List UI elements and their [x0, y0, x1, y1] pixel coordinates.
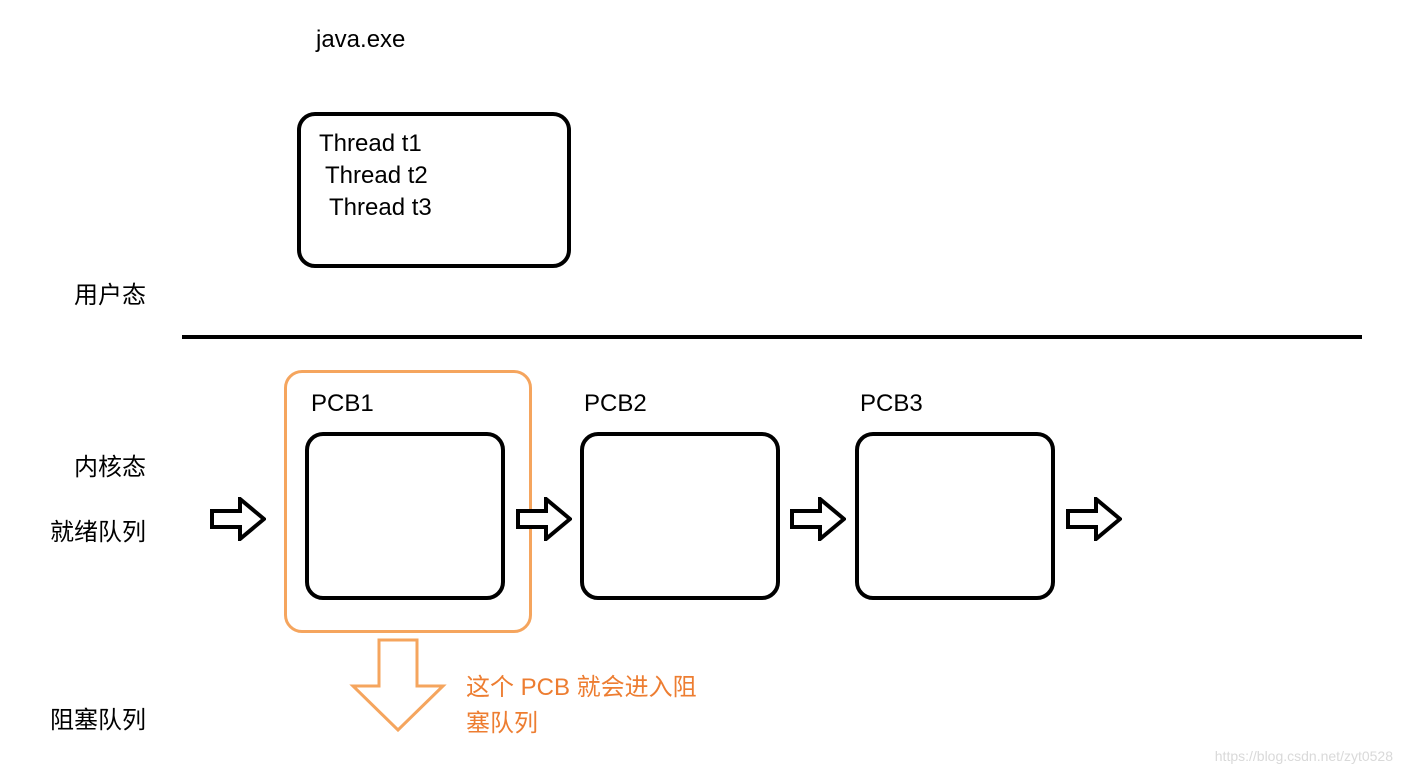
- annotation-text: 这个 PCB 就会进入阻 塞队列: [466, 670, 697, 742]
- title-label: java.exe: [316, 26, 405, 54]
- pcb3-label: PCB3: [860, 390, 923, 418]
- ready-queue-label: 就绪队列: [50, 512, 146, 547]
- pcb2-box: [580, 432, 780, 600]
- watermark: https://blog.csdn.net/zyt0528: [1215, 748, 1393, 764]
- arrow-down-icon: [349, 638, 447, 732]
- arrow-right-icon: [790, 497, 846, 541]
- arrow-right-icon: [1066, 497, 1122, 541]
- pcb1-box: [305, 432, 505, 600]
- annotation-line: 塞队列: [466, 706, 697, 742]
- thread-line: Thread t1: [319, 130, 549, 158]
- pcb3-box: [855, 432, 1055, 600]
- arrow-right-icon: [516, 497, 572, 541]
- pcb1-label: PCB1: [311, 390, 374, 418]
- blocked-queue-label: 阻塞队列: [50, 700, 146, 735]
- annotation-line: 这个 PCB 就会进入阻: [466, 670, 697, 706]
- user-mode-label: 用户态: [74, 275, 146, 310]
- thread-line: Thread t3: [329, 194, 549, 222]
- thread-line: Thread t2: [325, 162, 549, 190]
- arrow-right-icon: [210, 497, 266, 541]
- pcb2-label: PCB2: [584, 390, 647, 418]
- kernel-mode-label: 内核态: [74, 447, 146, 482]
- divider-line: [182, 335, 1362, 339]
- thread-box: Thread t1 Thread t2 Thread t3: [297, 112, 571, 268]
